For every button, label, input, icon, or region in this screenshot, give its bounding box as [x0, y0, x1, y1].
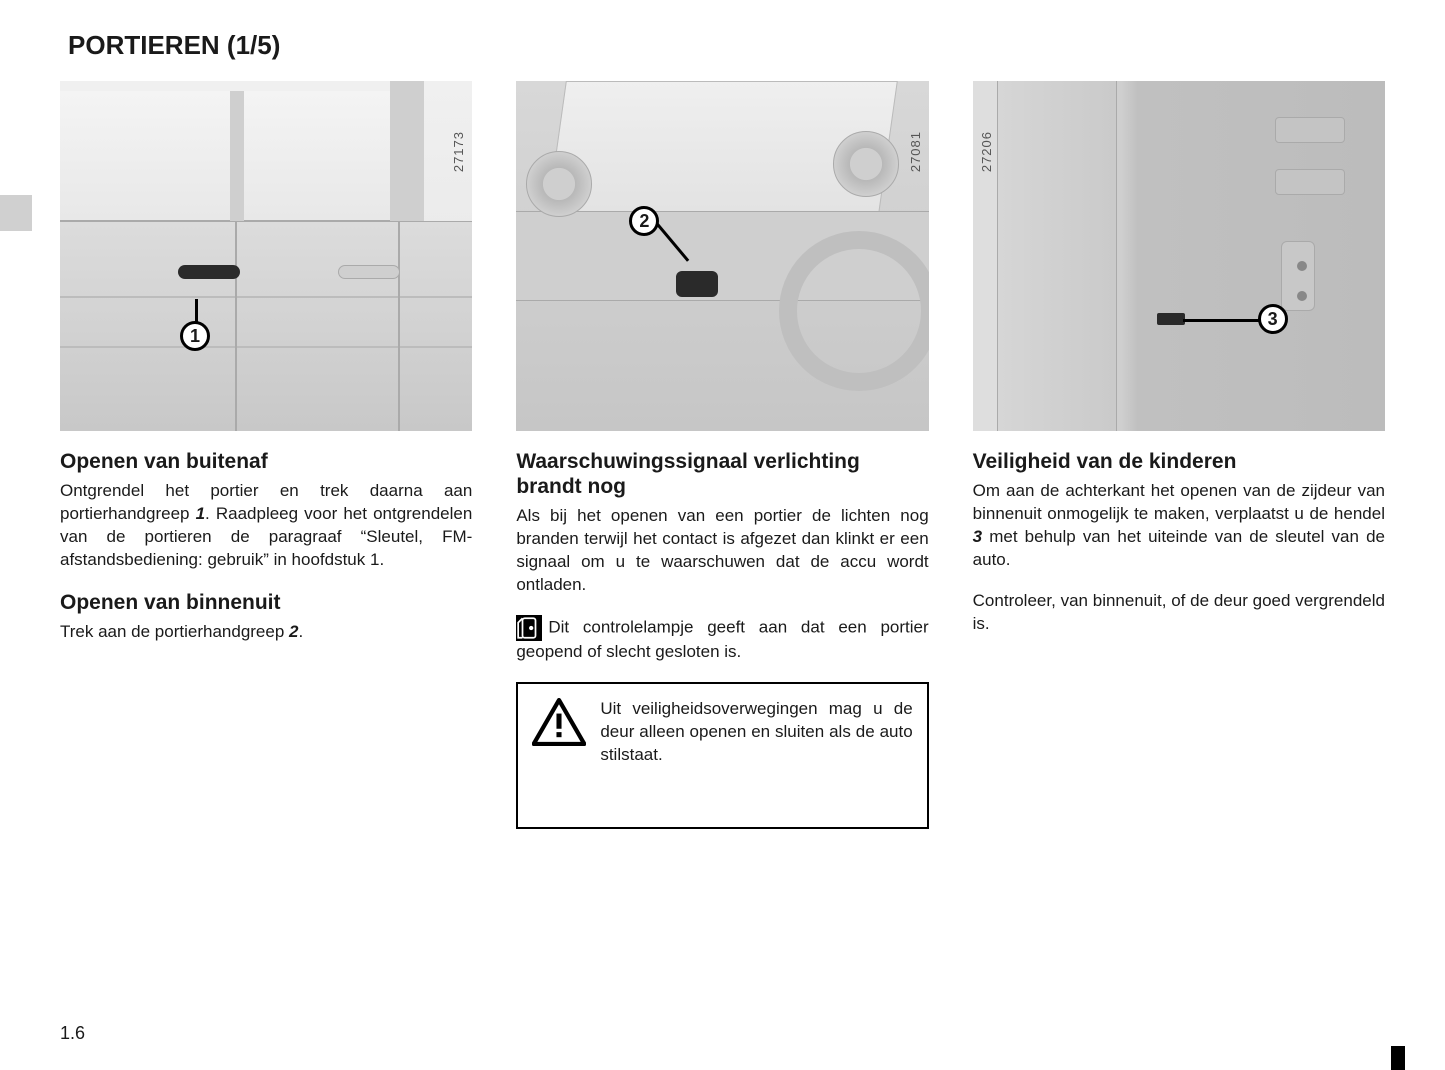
- page: PORTIEREN (1/5) 27173: [0, 0, 1445, 859]
- callout-2-label: 2: [639, 211, 649, 232]
- text-fragment: .: [299, 622, 304, 641]
- figure-3-code: 27206: [979, 131, 994, 172]
- text-fragment: Dit controlelampje geeft aan dat een por…: [516, 618, 928, 662]
- car-interior-illustration: [516, 81, 928, 431]
- column-2: 27081 2 Waarschuwingssignaal verlichting…: [516, 81, 928, 829]
- ref-1: 1: [196, 504, 205, 523]
- callout-1-label: 1: [190, 326, 200, 347]
- text-warning-signal: Als bij het openen van een portier de li…: [516, 505, 928, 597]
- door-edge-illustration: [973, 81, 1385, 431]
- page-number: 1.6: [60, 1023, 85, 1044]
- warning-text: Uit veiligheidsoverwegingen mag u de deu…: [600, 698, 912, 767]
- figure-2-code: 27081: [908, 131, 923, 172]
- callout-3: 3: [1258, 304, 1288, 334]
- text-open-inside: Trek aan de portierhandgreep 2.: [60, 621, 472, 644]
- heading-open-outside: Openen van buitenaf: [60, 449, 472, 474]
- callout-1: 1: [180, 321, 210, 351]
- page-title: PORTIEREN (1/5): [68, 30, 1385, 61]
- text-fragment: Trek aan de portierhandgreep: [60, 622, 289, 641]
- callout-3-label: 3: [1268, 309, 1278, 330]
- figure-3: 27206 3: [973, 81, 1385, 431]
- figure-1-code: 27173: [451, 131, 466, 172]
- text-child-safety-1: Om aan de achterkant het openen van de z…: [973, 480, 1385, 572]
- door-open-icon: [516, 615, 542, 641]
- heading-warning-signal: Waarschuwingssignaal verlichting brandt …: [516, 449, 928, 499]
- ref-2: 2: [289, 622, 298, 641]
- ref-3: 3: [973, 527, 982, 546]
- text-fragment: Om aan de achterkant het openen van de z…: [973, 481, 1385, 523]
- warning-box: Uit veiligheidsoverwegingen mag u de deu…: [516, 682, 928, 829]
- heading-open-inside: Openen van binnenuit: [60, 590, 472, 615]
- content-columns: 27173 1 Openen van buitenaf Ontgrendel h…: [60, 81, 1385, 829]
- text-open-outside: Ontgrendel het portier en trek daarna aa…: [60, 480, 472, 572]
- text-indicator-lamp: Dit controlelampje geeft aan dat een por…: [516, 615, 928, 664]
- section-tab: [0, 195, 32, 231]
- car-exterior-illustration: [60, 81, 472, 431]
- warning-triangle-icon: [532, 698, 586, 746]
- column-1: 27173 1 Openen van buitenaf Ontgrendel h…: [60, 81, 472, 829]
- callout-3-leader: [1183, 319, 1261, 322]
- figure-2: 27081 2: [516, 81, 928, 431]
- text-child-safety-2: Controleer, van binnenuit, of de deur go…: [973, 590, 1385, 636]
- text-fragment: met behulp van het uiteinde van de sleut…: [973, 527, 1385, 569]
- column-3: 27206 3 Veiligheid van de kinderen Om aa…: [973, 81, 1385, 829]
- corner-crop-mark: [1391, 1046, 1405, 1070]
- figure-1: 27173 1: [60, 81, 472, 431]
- heading-child-safety: Veiligheid van de kinderen: [973, 449, 1385, 474]
